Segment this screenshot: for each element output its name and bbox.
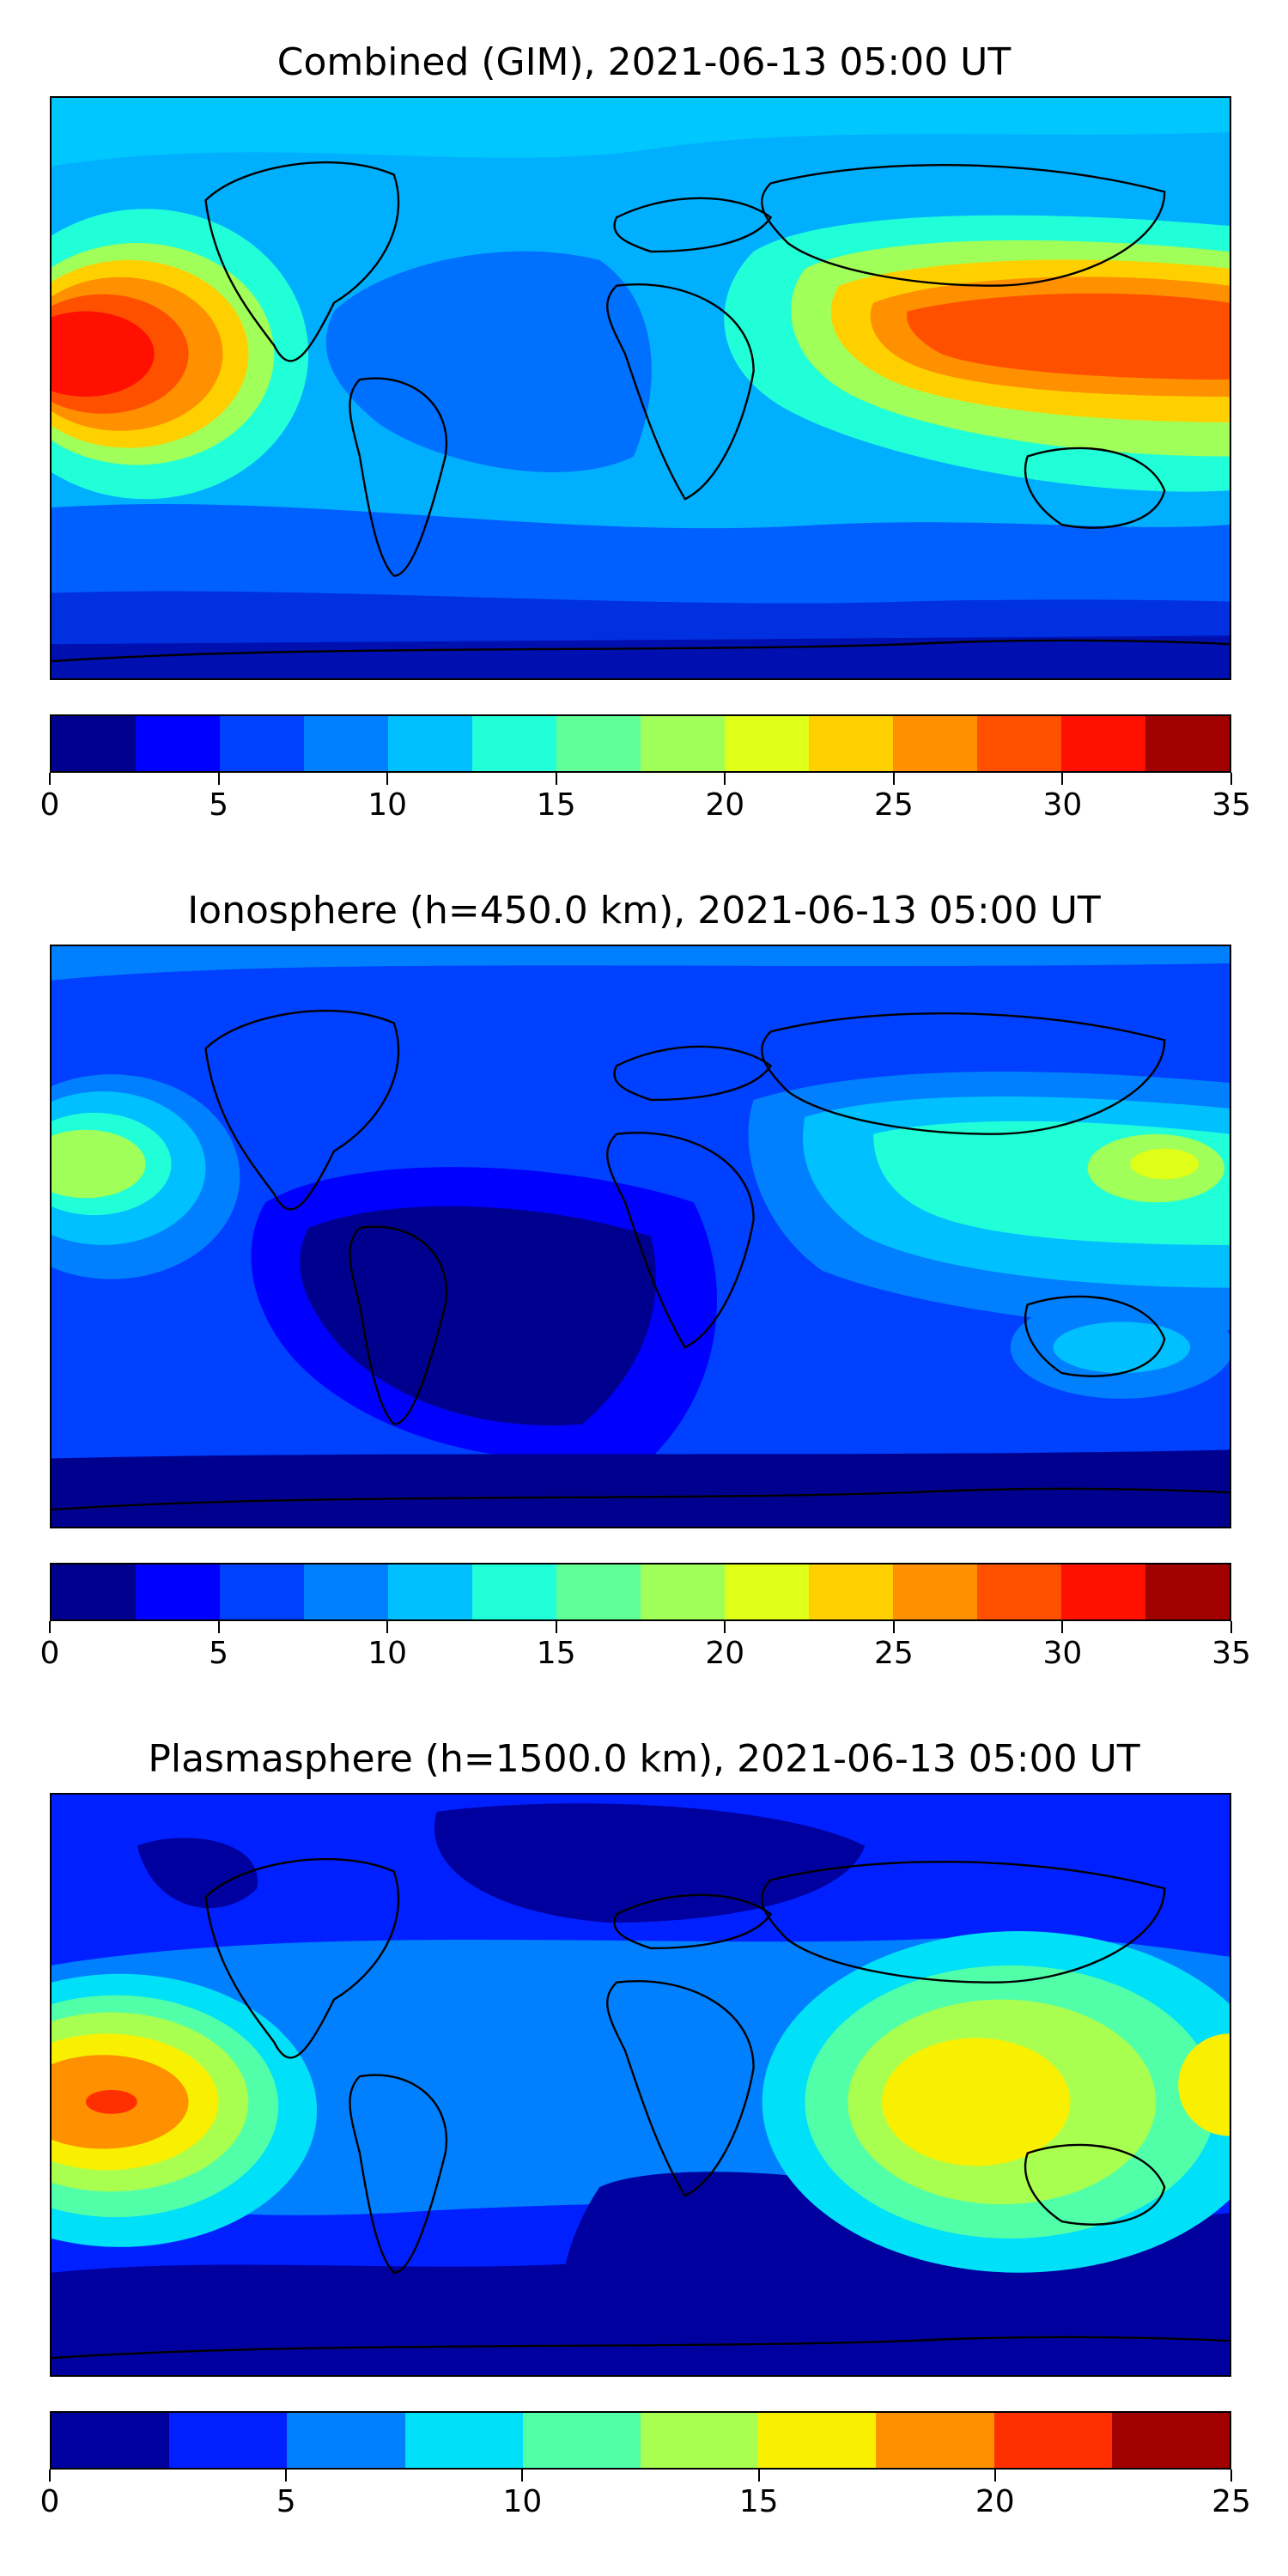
tick-label: 15 — [536, 787, 576, 823]
tec-map-ionosphere — [52, 946, 1230, 1527]
tick-label: 20 — [705, 1636, 745, 1671]
colorbar-bin — [169, 2413, 288, 2468]
tick-label: 30 — [1042, 787, 1083, 823]
colorbar-bin — [388, 716, 472, 771]
colorbar-plasmasphere — [50, 2411, 1231, 2470]
colorbar-bin — [1111, 2413, 1230, 2468]
colorbar-bin — [809, 716, 893, 771]
colorbar-bin — [52, 716, 136, 771]
colorbar-ticks-combined: 0 5 10 15 20 25 30 35 — [40, 773, 1251, 823]
colorbar-bin — [136, 1564, 220, 1619]
panel-title-plasmasphere: Plasmasphere (h=1500.0 km), 2021-06-13 0… — [148, 1737, 1140, 1781]
colorbar-bin — [993, 2413, 1112, 2468]
colorbar-bin — [1145, 716, 1230, 771]
tick-label: 25 — [1212, 2484, 1251, 2519]
tick-label: 5 — [209, 787, 229, 823]
colorbar-bin — [52, 2413, 170, 2468]
map-ionosphere — [50, 945, 1231, 1528]
tick-label: 20 — [705, 787, 745, 823]
map-combined — [50, 96, 1231, 680]
colorbar-ticks-plasmasphere: 0 5 10 15 20 25 — [40, 2470, 1251, 2519]
tec-map-plasmasphere — [52, 1795, 1230, 2375]
tick-label: 0 — [39, 2484, 60, 2519]
colorbar-bin — [472, 716, 556, 771]
colorbar-bin — [220, 1564, 304, 1619]
colorbar-bin — [1061, 716, 1145, 771]
colorbar-bin — [404, 2413, 523, 2468]
colorbar-bin — [641, 716, 725, 771]
tick-label: 5 — [276, 2484, 296, 2519]
tick-label: 15 — [536, 1636, 576, 1671]
tick-label: 10 — [502, 2484, 543, 2519]
colorbar-bin — [522, 2413, 641, 2468]
tick-label: 25 — [873, 1636, 914, 1671]
colorbar-bin — [758, 2413, 877, 2468]
colorbar-bin — [977, 716, 1061, 771]
colorbar-bin — [472, 1564, 556, 1619]
colorbar-bin — [304, 716, 388, 771]
tick-label: 0 — [39, 1636, 60, 1671]
tec-map-combined — [52, 98, 1230, 678]
tick-label: 20 — [975, 2484, 1015, 2519]
panel-title-combined: Combined (GIM), 2021-06-13 05:00 UT — [276, 40, 1012, 84]
tick-label: 5 — [209, 1636, 229, 1671]
colorbar-bin — [893, 716, 977, 771]
colorbar-bin — [136, 716, 220, 771]
colorbar-bin — [641, 1564, 725, 1619]
tick-label: 35 — [1212, 787, 1251, 823]
tick-label: 30 — [1042, 1636, 1083, 1671]
colorbar-bin — [556, 1564, 641, 1619]
colorbar-ionosphere — [50, 1563, 1231, 1621]
tick-label: 25 — [873, 787, 914, 823]
map-plasmasphere — [50, 1793, 1231, 2377]
colorbar-bin — [1145, 1564, 1230, 1619]
colorbar-bin — [304, 1564, 388, 1619]
colorbar-bin — [388, 1564, 472, 1619]
tick-label: 0 — [39, 787, 60, 823]
colorbar-bin — [220, 716, 304, 771]
tick-label: 35 — [1212, 1636, 1251, 1671]
tick-label: 10 — [368, 1636, 408, 1671]
tick-label: 10 — [368, 787, 408, 823]
colorbar-bin — [977, 1564, 1061, 1619]
colorbar-bin — [725, 716, 809, 771]
colorbar-bin — [1061, 1564, 1145, 1619]
colorbar-bin — [641, 2413, 759, 2468]
tick-label: 15 — [738, 2484, 779, 2519]
panel-title-ionosphere: Ionosphere (h=450.0 km), 2021-06-13 05:0… — [187, 889, 1101, 933]
colorbar-bin — [556, 716, 641, 771]
colorbar-bin — [893, 1564, 977, 1619]
colorbar-bin — [809, 1564, 893, 1619]
colorbar-bin — [876, 2413, 994, 2468]
colorbar-bin — [287, 2413, 405, 2468]
colorbar-bin — [52, 1564, 136, 1619]
colorbar-ticks-ionosphere: 0 5 10 15 20 25 30 35 — [40, 1621, 1251, 1671]
colorbar-bin — [725, 1564, 809, 1619]
colorbar-combined — [50, 714, 1231, 773]
